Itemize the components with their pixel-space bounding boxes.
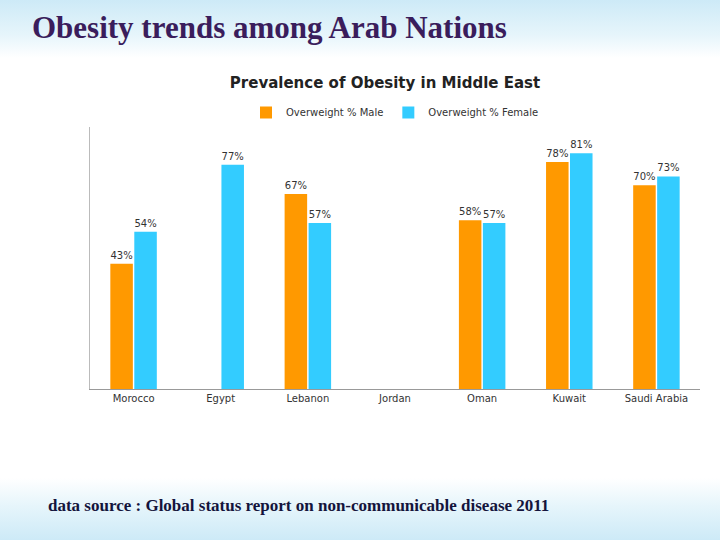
svg-text:54%: 54%: [134, 218, 156, 229]
svg-text:Overweight % Male: Overweight % Male: [286, 107, 383, 118]
html-text:data source : Global status re: data source : Global status report on no…: [48, 496, 550, 515]
svg-text:Egypt: Egypt: [206, 393, 235, 404]
svg-text:Morocco: Morocco: [113, 393, 155, 404]
svg-text:57%: 57%: [483, 209, 505, 220]
svg-text:43%: 43%: [110, 250, 132, 261]
svg-text:81%: 81%: [570, 139, 592, 150]
svg-text:Jordan: Jordan: [378, 393, 411, 404]
svg-text:Prevalence of Obesity in Middl: Prevalence of Obesity in Middle East: [230, 74, 540, 92]
html-text:Obesity trends among Arab Nati: Obesity trends among Arab Nations: [32, 10, 507, 45]
svg-text:Overweight % Female: Overweight % Female: [428, 107, 538, 118]
svg-text:Oman: Oman: [467, 393, 497, 404]
svg-text:78%: 78%: [546, 148, 568, 159]
svg-text:67%: 67%: [285, 180, 307, 191]
svg-text:57%: 57%: [309, 209, 331, 220]
svg-text:77%: 77%: [222, 151, 244, 162]
svg-text:70%: 70%: [633, 171, 655, 182]
svg-text:Saudi Arabia: Saudi Arabia: [625, 393, 688, 404]
svg-text:Lebanon: Lebanon: [286, 393, 329, 404]
svg-text:58%: 58%: [459, 206, 481, 217]
svg-text:Kuwait: Kuwait: [553, 393, 586, 404]
svg-text:73%: 73%: [657, 162, 679, 173]
